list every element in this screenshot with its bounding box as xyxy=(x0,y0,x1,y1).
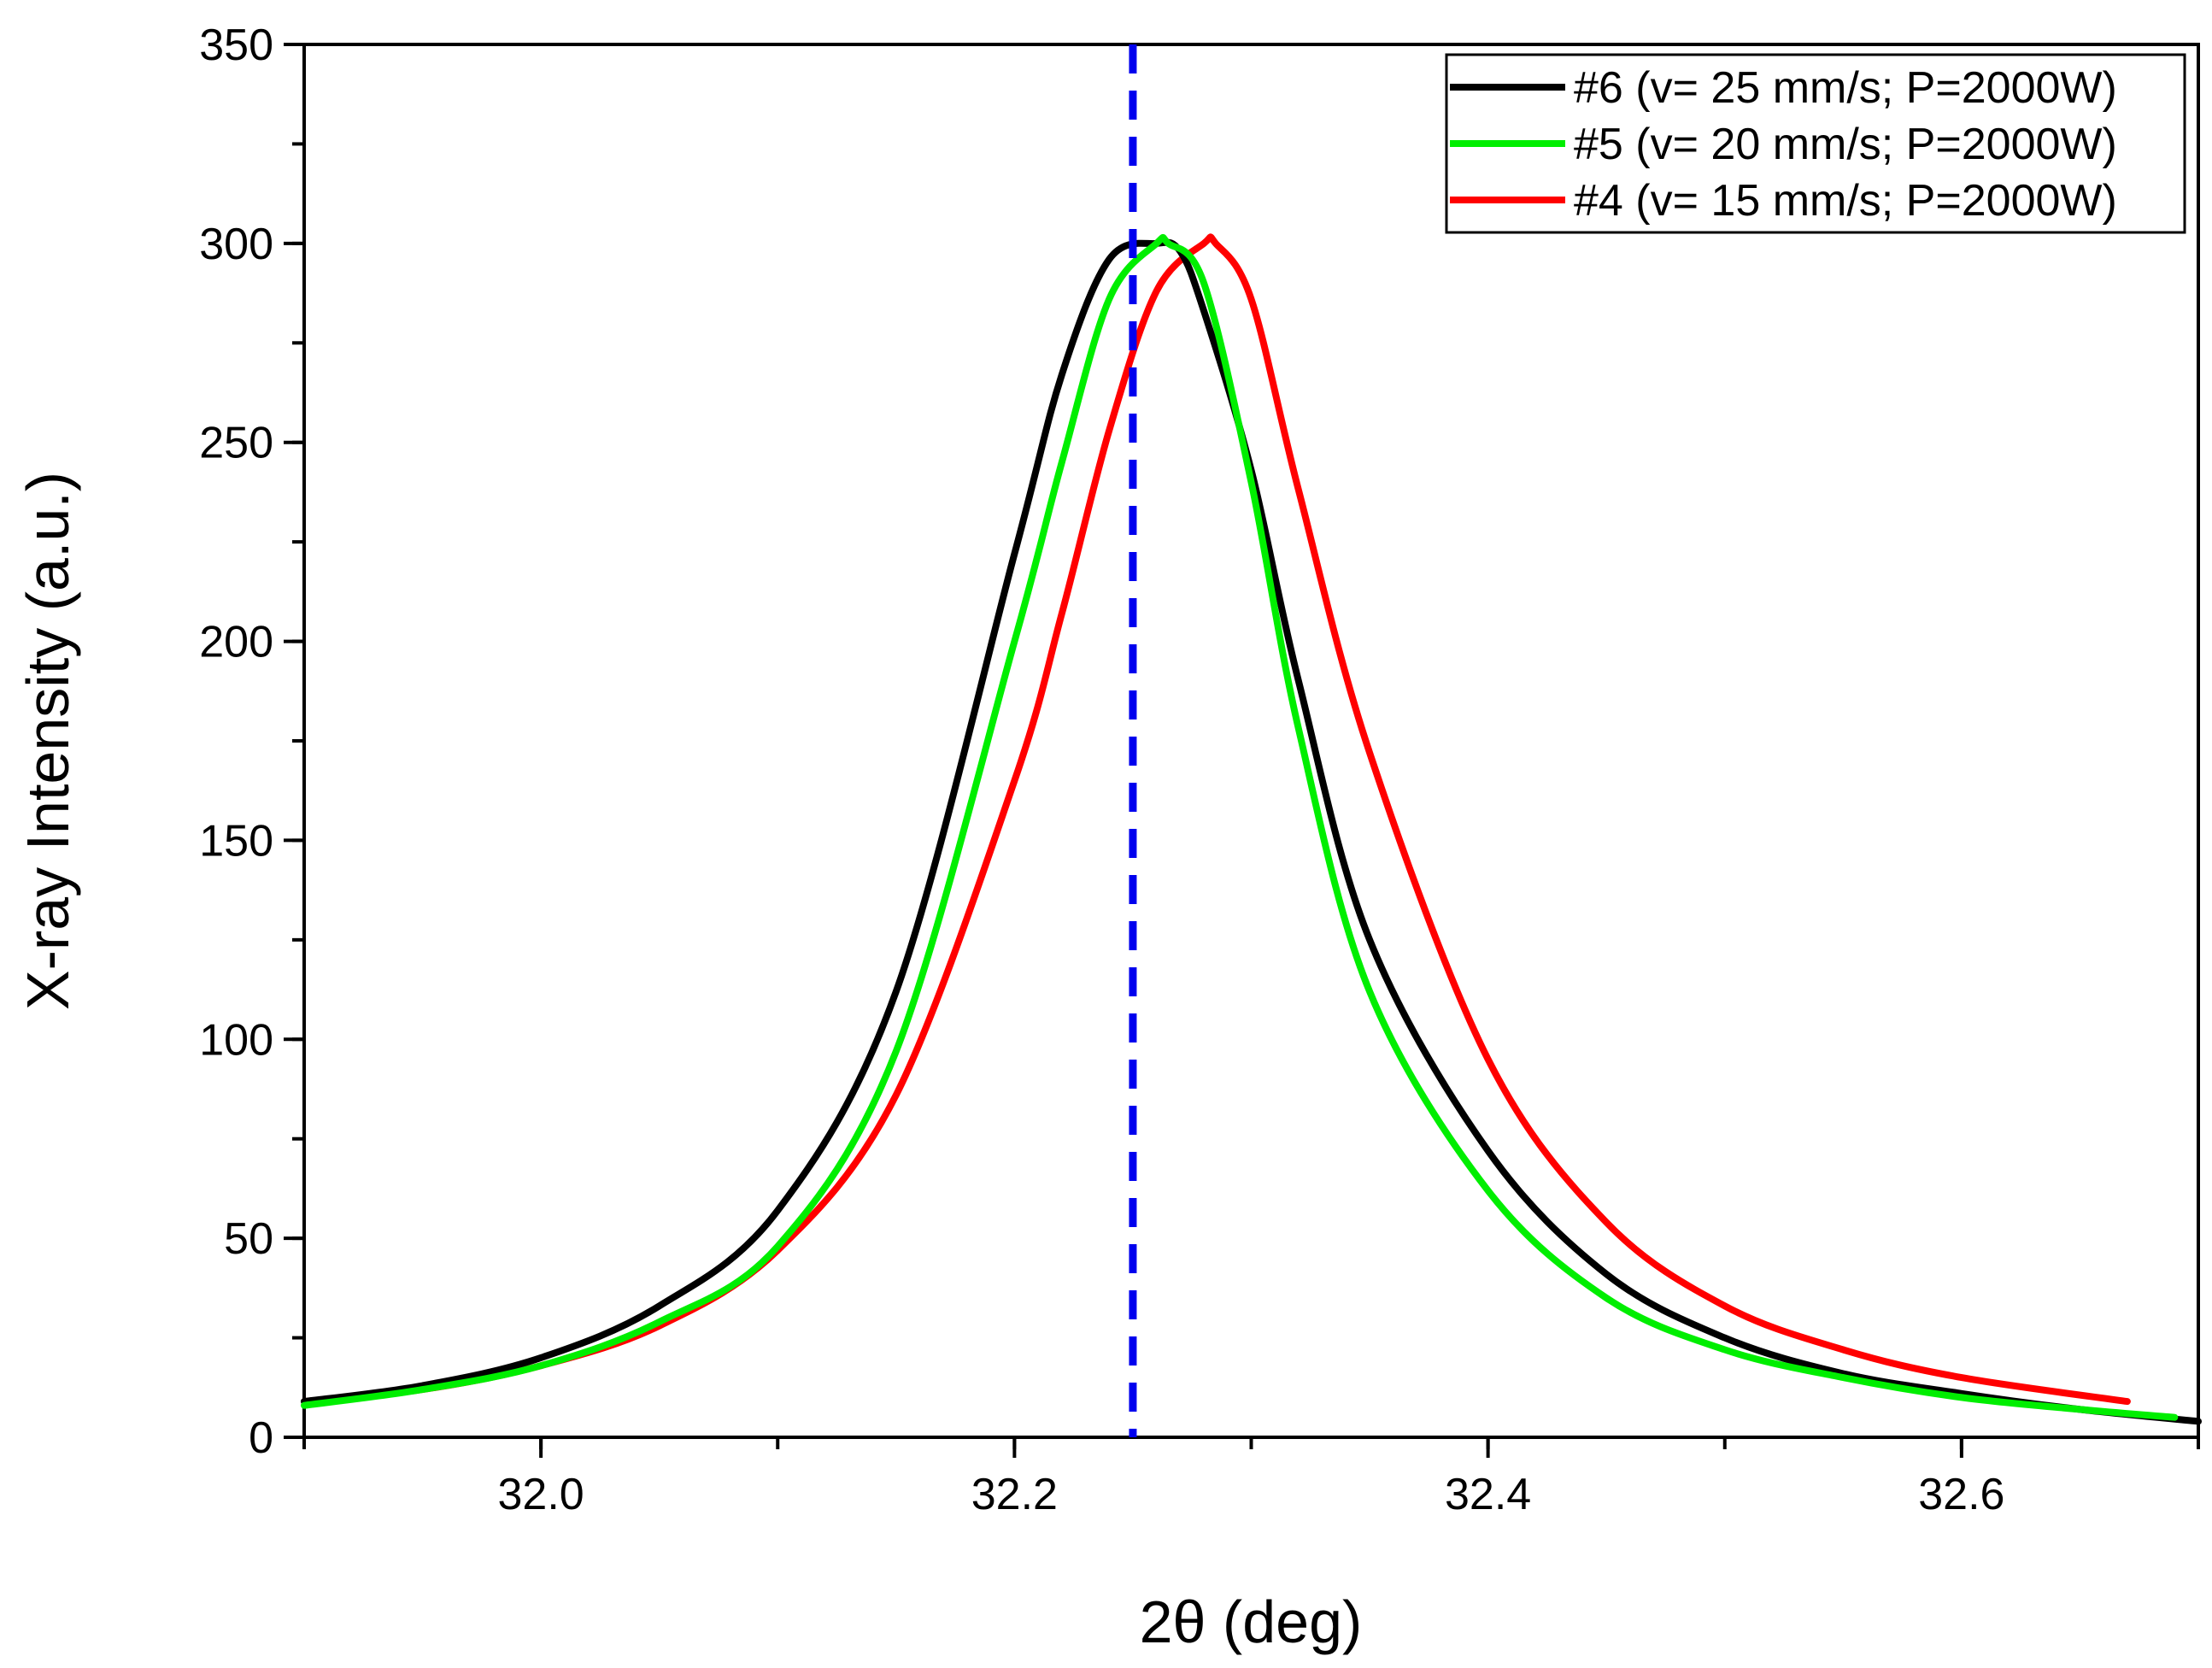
series-layer xyxy=(301,233,2202,1425)
y-tick-label: 200 xyxy=(199,618,273,667)
x-tick-label: 32.6 xyxy=(1918,1470,2004,1519)
legend-label: #6 (v= 25 mm/s; P=2000W) xyxy=(1574,63,2117,113)
series-line-2 xyxy=(301,233,2179,1421)
x-tick-label: 32.2 xyxy=(971,1470,1058,1519)
y-tick-label: 300 xyxy=(199,220,273,269)
legend-label: #5 (v= 20 mm/s; P=2000W) xyxy=(1574,120,2117,169)
plot-frame xyxy=(302,43,2200,1439)
y-tick-label: 350 xyxy=(199,21,273,70)
y-tick-label: 150 xyxy=(199,816,273,866)
series-line-1 xyxy=(301,238,2202,1425)
y-tick-label: 100 xyxy=(199,1015,273,1065)
y-axis-ticks: 0 50 100 150 200 250 300 350 xyxy=(199,21,304,1463)
legend: #6 (v= 25 mm/s; P=2000W) #5 (v= 20 mm/s; … xyxy=(1445,53,2186,234)
y-tick-label: 0 xyxy=(249,1413,273,1463)
legend-box xyxy=(1445,53,2186,234)
x-tick-label: 32.0 xyxy=(498,1470,584,1519)
legend-label: #4 (v= 15 mm/s; P=2000W) xyxy=(1574,176,2117,226)
y-tick-label: 250 xyxy=(199,419,273,468)
x-axis-title: 2θ (deg) xyxy=(1140,1589,1363,1655)
x-tick-label: 32.4 xyxy=(1445,1470,1531,1519)
series-line-3 xyxy=(301,233,2131,1406)
x-axis-ticks: 32.0 32.2 32.4 32.6 xyxy=(302,1437,2200,1519)
y-tick-label: 50 xyxy=(224,1214,273,1264)
y-axis-title: X-ray Intensity (a.u.) xyxy=(15,472,81,1010)
